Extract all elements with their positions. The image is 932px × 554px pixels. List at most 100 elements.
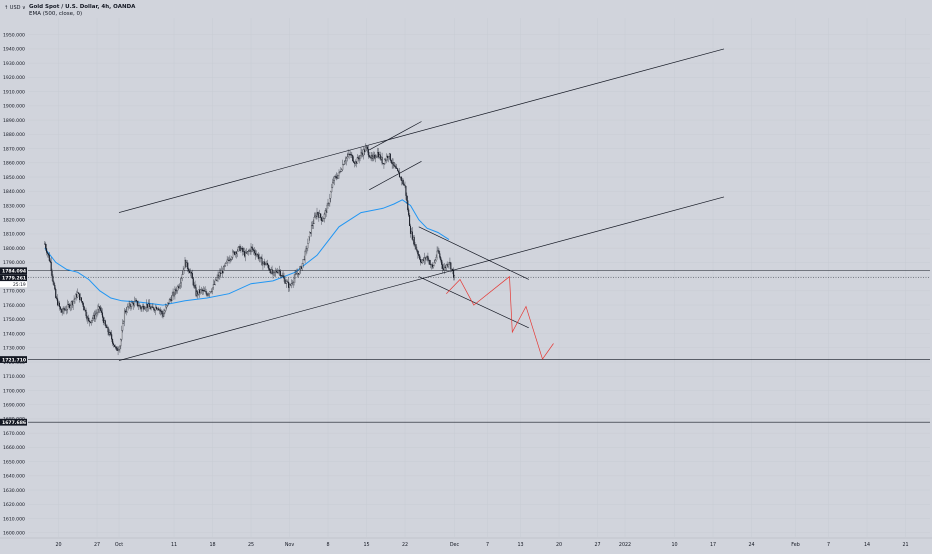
price-tag-label: 1784.094 (2, 268, 26, 274)
candle-body (240, 248, 242, 251)
trend-line[interactable] (118, 48, 725, 213)
candle-body (55, 289, 57, 298)
candle-body (49, 260, 51, 263)
candle-body (235, 252, 237, 254)
candle-body (175, 289, 177, 291)
candle-body (191, 273, 193, 279)
candle-body (334, 176, 336, 178)
x-tick-label: 11 (171, 542, 177, 548)
candle-body (256, 254, 258, 256)
trend-line[interactable] (418, 226, 529, 280)
currency-label[interactable]: ↑ USD ∨ (4, 5, 26, 11)
candle-body (197, 291, 199, 295)
x-tick-label: Feb (791, 542, 800, 548)
trend-line[interactable] (369, 161, 422, 191)
x-tick-label: 13 (517, 542, 523, 548)
candle-body (195, 287, 197, 296)
candle-body (115, 346, 117, 349)
candle-body (407, 200, 409, 210)
candle-body (400, 176, 402, 181)
candle-body (422, 259, 424, 261)
candle-body (359, 155, 361, 159)
candle-body (410, 231, 412, 234)
candle-body (280, 275, 282, 277)
candle-body (186, 262, 188, 267)
candle-body (117, 349, 119, 351)
trend-line[interactable] (418, 276, 529, 329)
candle-body (230, 258, 232, 260)
candle-body (155, 307, 157, 311)
y-tick-label: 1930.000 (3, 61, 25, 67)
time-axis[interactable]: 20 27 Oct 11 18 25 Nov 8 15 22 Dec 7 13 20 27 2022 10 17 2… (0, 537, 932, 548)
price-tag (0, 356, 27, 363)
candle-body (202, 290, 204, 292)
x-tick-label: 7 (486, 542, 489, 548)
candle-body (254, 250, 256, 254)
candle-body (258, 258, 260, 259)
candle-body (332, 182, 334, 188)
indicator-legend[interactable]: EMA (500, close, 0) (29, 11, 83, 17)
candle-body (62, 308, 64, 313)
candle-body (433, 262, 435, 266)
candle-body (91, 318, 93, 321)
candle-body (166, 305, 168, 308)
candle-body (138, 305, 140, 307)
candle-body (172, 292, 174, 296)
candle-body (340, 171, 342, 172)
price-axis[interactable]: 1950.000 1940.000 1930.000 1920.000 1910.000… (3, 33, 25, 537)
candle-body (214, 279, 216, 285)
candle-body (163, 312, 165, 317)
candle-body (289, 284, 291, 286)
grid-layer (28, 18, 930, 537)
drawings-layer[interactable] (28, 48, 930, 423)
candle-body (330, 191, 332, 199)
candle-body (307, 243, 309, 249)
candle-body (373, 154, 375, 157)
candle-body (250, 246, 252, 252)
candle-body (409, 215, 411, 227)
candle-body (248, 250, 250, 252)
chart-title: Gold Spot / U.S. Dollar, 4h, OANDA (29, 4, 136, 10)
trend-line[interactable] (369, 121, 422, 151)
candle-body (363, 149, 365, 156)
candle-body (219, 272, 221, 277)
x-tick-label: 27 (594, 542, 600, 548)
candle-body (374, 154, 376, 159)
candle-body (343, 164, 345, 166)
candle-body (61, 311, 63, 313)
candle-body (273, 271, 275, 273)
x-tick-label: 18 (209, 542, 215, 548)
candle-body (122, 323, 124, 331)
candle-body (196, 291, 198, 296)
candle-body (249, 250, 251, 252)
candle-body (261, 258, 263, 266)
candle-body (189, 271, 192, 274)
projection-layer[interactable] (446, 275, 554, 360)
candle-body (448, 262, 450, 265)
candle-body (211, 287, 214, 292)
candle-body (316, 212, 318, 218)
candle-body (222, 266, 225, 274)
candle-body (127, 306, 129, 308)
candle-body (371, 155, 373, 159)
candle-body (421, 259, 423, 263)
candle-body (51, 270, 53, 277)
candle-body (367, 148, 369, 156)
candle-body (450, 262, 452, 270)
candle-body (107, 326, 109, 333)
x-tick-label: 7 (827, 542, 830, 548)
y-tick-label: 1640.000 (3, 474, 25, 480)
y-tick-label: 1790.000 (3, 260, 25, 266)
candle-body (181, 274, 183, 279)
candle-body (389, 153, 391, 161)
y-tick-label: 1920.000 (3, 75, 25, 81)
candle-body (87, 317, 89, 320)
candle-body (398, 170, 400, 173)
trend-line[interactable] (118, 196, 725, 361)
projection-path[interactable] (446, 275, 554, 360)
candle-body (59, 306, 61, 310)
candle-body (365, 146, 368, 149)
